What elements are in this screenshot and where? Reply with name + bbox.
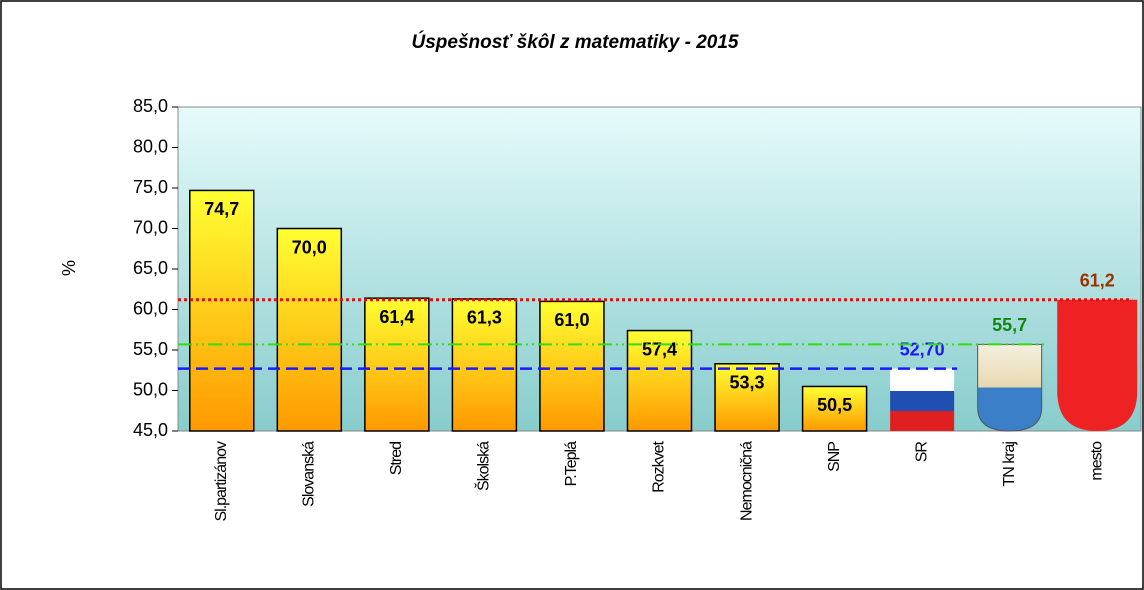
value-label: 70,0	[292, 237, 327, 257]
bar	[276, 227, 343, 432]
value-label: 61,3	[467, 308, 502, 328]
value-label: 53,3	[730, 373, 765, 393]
value-label: 50,5	[817, 395, 852, 415]
y-tick-label: 85,0	[133, 96, 168, 116]
bar	[626, 329, 693, 432]
bar	[189, 189, 255, 432]
x-tick-label: SR	[913, 442, 930, 463]
bar	[364, 297, 430, 432]
y-tick-label: 50,0	[133, 379, 168, 399]
x-tick-label: P.Teplá	[563, 441, 580, 486]
value-label: 61,4	[379, 307, 414, 327]
bar	[714, 363, 780, 432]
y-tick-label: 75,0	[133, 177, 168, 197]
value-label: 74,7	[204, 199, 239, 219]
y-axis-label: %	[59, 260, 79, 276]
bar	[451, 298, 518, 432]
y-tick-label: 70,0	[133, 217, 168, 237]
y-tick-label: 45,0	[133, 420, 168, 440]
value-label: 61,0	[554, 310, 589, 330]
value-label: 61,2	[1080, 271, 1115, 291]
x-tick-label: Školská	[474, 441, 493, 491]
chart-title: Úspešnosť škôl z matematiky - 2015	[412, 31, 739, 53]
bar	[801, 385, 868, 432]
x-tick-label: Nemocničná	[738, 441, 755, 521]
bar-coat-of-arms	[1057, 299, 1138, 431]
x-tick-label: Rozkvet	[651, 440, 668, 492]
y-tick-label: 60,0	[133, 298, 168, 318]
x-tick-label: SNP	[826, 442, 843, 472]
bar	[539, 300, 605, 432]
x-tick-label: Slovanská	[301, 441, 318, 507]
bar-flag	[890, 368, 955, 431]
value-label: 52,70	[900, 339, 945, 359]
x-tick-label: Stred	[388, 442, 405, 475]
y-tick-label: 80,0	[133, 136, 168, 156]
y-tick-label: 65,0	[133, 258, 168, 278]
x-tick-label: mesto	[1088, 441, 1105, 481]
x-tick-label: TN kraj	[1001, 442, 1018, 487]
y-tick-label: 55,0	[133, 339, 168, 359]
value-label: 55,7	[992, 315, 1027, 335]
value-label: 57,4	[642, 339, 677, 359]
x-tick-label: Sl.partizánov	[213, 441, 230, 521]
bar-coat-of-arms	[977, 343, 1043, 432]
